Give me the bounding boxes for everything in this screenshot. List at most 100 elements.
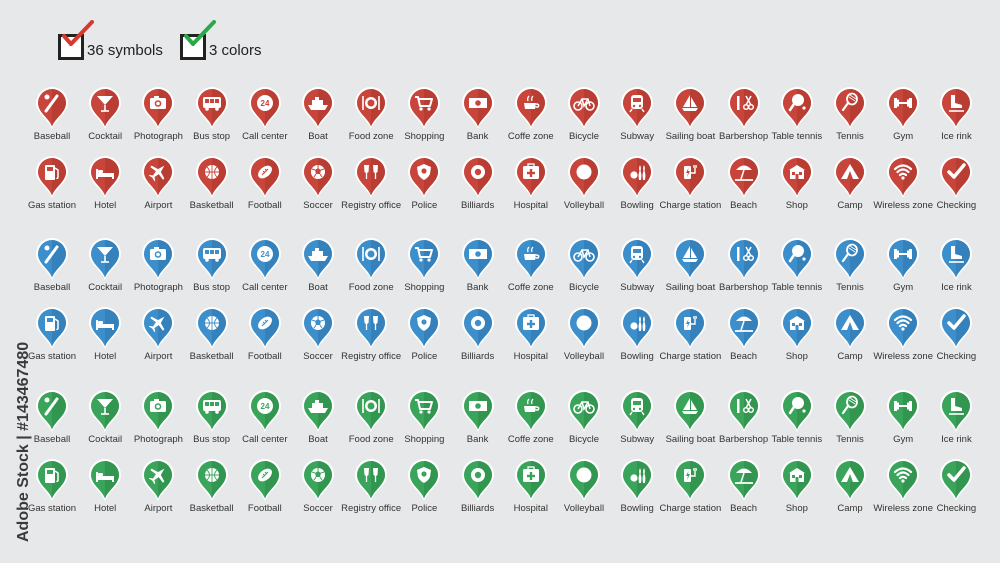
pin-label: Bank <box>466 434 489 445</box>
basketball-icon <box>194 155 230 199</box>
pin-label: Bowling <box>620 200 654 211</box>
badge-icon <box>406 306 442 350</box>
scissors-icon <box>726 237 762 281</box>
svg-text:24: 24 <box>260 99 269 108</box>
pin-label: Basketball <box>189 503 234 514</box>
pin-label: Bus stop <box>193 131 231 142</box>
pin-label: Boat <box>308 131 328 142</box>
pin-label: Gym <box>893 434 914 445</box>
checkmark-icon <box>938 306 974 350</box>
pin-label: Basketball <box>189 200 234 211</box>
plate-icon <box>353 389 389 433</box>
pin-label: Charge station <box>659 351 722 362</box>
watermark: Adobe Stock | #143467480 <box>8 320 34 545</box>
train-icon <box>619 389 655 433</box>
pin-label: Camp <box>837 503 863 514</box>
pin-label: Wireless zone <box>873 200 934 211</box>
cart-icon <box>406 86 442 130</box>
green-checkbox-icon <box>180 20 216 60</box>
football-icon <box>247 306 283 350</box>
pin-label: Billiards <box>460 503 495 514</box>
pin-label: Table tennis <box>771 434 823 445</box>
pin-label: Shopping <box>404 282 445 293</box>
badge-icon <box>406 458 442 502</box>
pin-label: Gas station <box>27 503 77 514</box>
pin-label: Sailing boat <box>665 282 716 293</box>
baseball-icon <box>34 389 70 433</box>
pin-label: Hotel <box>94 200 117 211</box>
skate-icon <box>938 389 974 433</box>
plane-icon <box>140 458 176 502</box>
pin-label: Shop <box>785 351 808 362</box>
pin-label: Subway <box>620 131 655 142</box>
pin-label: Bicycle <box>568 434 600 445</box>
store-icon <box>779 306 815 350</box>
baseball-icon <box>34 86 70 130</box>
pin-label: Tennis <box>836 434 864 445</box>
pin-label: Beach <box>730 351 758 362</box>
bus-icon <box>194 237 230 281</box>
basketball-icon <box>194 306 230 350</box>
pin-label: Shop <box>785 503 808 514</box>
bowling-icon <box>619 306 655 350</box>
pin-label: Barbershop <box>719 131 769 142</box>
bowling-icon <box>619 155 655 199</box>
header-colors-label: 3 colors <box>209 42 262 59</box>
pin-label: Table tennis <box>771 131 823 142</box>
camera-icon <box>140 237 176 281</box>
pin-label: Sailing boat <box>665 131 716 142</box>
pin-label: Registry office <box>341 200 402 211</box>
pin-label: Billiards <box>460 351 495 362</box>
checkmark-icon <box>938 155 974 199</box>
football-icon <box>247 155 283 199</box>
pin-label: Volleyball <box>563 351 605 362</box>
plane-icon <box>140 155 176 199</box>
pin-label: Shopping <box>404 434 445 445</box>
pin-label: Hotel <box>94 351 117 362</box>
pin-label: Food zone <box>348 282 394 293</box>
pin-label: Beach <box>730 503 758 514</box>
sailboat-icon <box>672 389 708 433</box>
pin-label: Food zone <box>348 131 394 142</box>
pin-label: Volleyball <box>563 503 605 514</box>
paddle-icon <box>779 86 815 130</box>
24h-icon: 24 <box>247 237 283 281</box>
pin-label: Soccer <box>303 200 333 211</box>
plane-icon <box>140 306 176 350</box>
pin-label: Call center <box>242 131 288 142</box>
pin-label: Basketball <box>189 351 234 362</box>
dumbbell-icon <box>885 237 921 281</box>
football-icon <box>247 458 283 502</box>
pin-label: Shopping <box>404 131 445 142</box>
baseball-icon <box>34 237 70 281</box>
wifi-icon <box>885 458 921 502</box>
svg-text:Adobe Stock | #143467480: Adobe Stock | #143467480 <box>15 342 32 542</box>
coffee-icon <box>513 389 549 433</box>
pin-label: Police <box>411 351 438 362</box>
svg-text:24: 24 <box>260 402 269 411</box>
pin-label: Photograph <box>133 434 183 445</box>
wifi-icon <box>885 306 921 350</box>
bicycle-icon <box>566 237 602 281</box>
pin-label: Tennis <box>836 282 864 293</box>
wifi-icon <box>885 155 921 199</box>
racket-icon <box>832 86 868 130</box>
cart-icon <box>406 237 442 281</box>
ship-icon <box>300 86 336 130</box>
fuel-icon <box>34 458 70 502</box>
skate-icon <box>938 237 974 281</box>
pin-label: Boat <box>308 434 328 445</box>
bus-icon <box>194 86 230 130</box>
pin-label: Football <box>247 200 282 211</box>
pin-label: Coffe zone <box>507 131 554 142</box>
bed-icon <box>87 306 123 350</box>
pin-label: Cocktail <box>88 434 123 445</box>
pin-label: Boat <box>308 282 328 293</box>
coffee-icon <box>513 237 549 281</box>
pin-label: Football <box>247 503 282 514</box>
bed-icon <box>87 458 123 502</box>
first-aid-icon <box>513 458 549 502</box>
pin-label: Call center <box>242 434 288 445</box>
cocktail-icon <box>87 389 123 433</box>
billiard-ball-icon <box>460 155 496 199</box>
